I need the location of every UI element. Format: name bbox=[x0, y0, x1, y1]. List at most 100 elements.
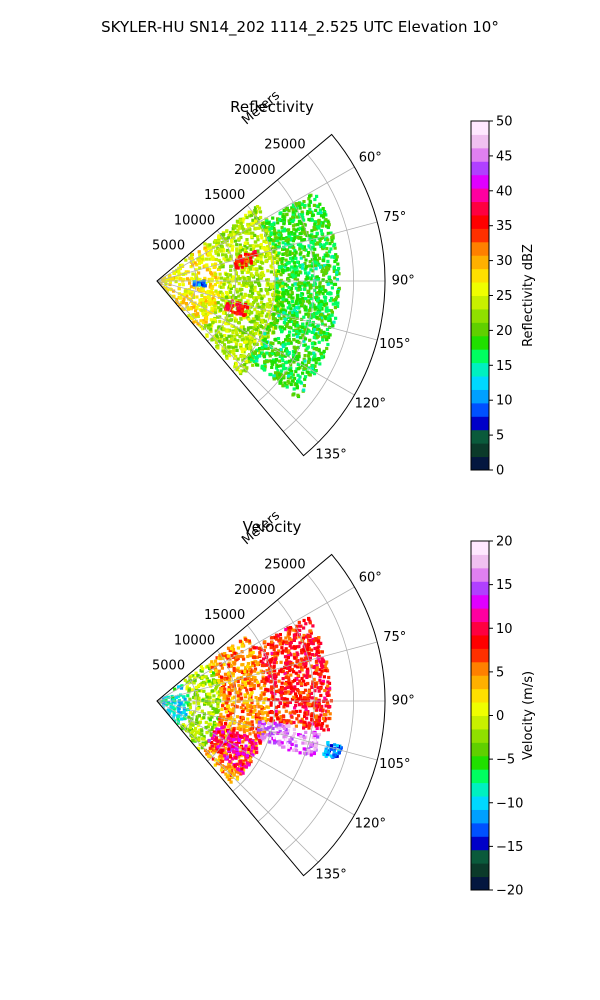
colorbar-segment bbox=[471, 241, 489, 256]
colorbar-tick-label: −10 bbox=[496, 796, 523, 811]
colorbar-tick-label: 50 bbox=[496, 115, 513, 130]
colorbar: −20 −15 −10 −5 0 5 10 15 20 Velocity (m/s) bbox=[470, 535, 536, 899]
range-ring bbox=[207, 230, 236, 342]
colorbar-segment bbox=[471, 268, 489, 283]
field-region bbox=[157, 242, 223, 329]
theta-tick-label: 105° bbox=[379, 757, 410, 772]
colorbar-segment bbox=[471, 228, 489, 243]
colorbar-tick-label: 15 bbox=[496, 578, 513, 593]
radial-tick-label: 20000 bbox=[234, 163, 275, 178]
colorbar-segment bbox=[471, 634, 489, 649]
colorbar-segment bbox=[471, 161, 489, 176]
radar-field bbox=[157, 193, 341, 399]
colorbar-segment bbox=[471, 416, 489, 431]
colorbar-segment bbox=[471, 541, 489, 555]
colorbar-tick-label: 35 bbox=[496, 219, 513, 234]
radial-tick-label: 15000 bbox=[204, 188, 245, 203]
field-region bbox=[203, 636, 271, 784]
field-region bbox=[207, 725, 263, 775]
azimuth-spoke bbox=[156, 221, 378, 282]
radial-tick-label: 20000 bbox=[234, 583, 275, 598]
colorbar-segment bbox=[471, 648, 489, 663]
azimuth-spoke bbox=[156, 280, 378, 341]
field-region bbox=[256, 719, 321, 757]
radial-tick-label: 5000 bbox=[152, 239, 185, 254]
range-ring bbox=[283, 154, 354, 432]
colorbar-segment bbox=[471, 715, 489, 730]
azimuth-spoke bbox=[156, 280, 319, 443]
colorbar-tick-label: 20 bbox=[496, 535, 513, 550]
range-ring bbox=[257, 179, 315, 402]
field-region bbox=[252, 616, 333, 732]
colorbar-segment bbox=[471, 554, 489, 569]
field-region bbox=[247, 193, 341, 399]
colorbar-segment bbox=[471, 863, 489, 878]
colorbar-segment bbox=[471, 742, 489, 757]
colorbar-segment bbox=[471, 201, 489, 216]
colorbar-segment bbox=[471, 688, 489, 703]
colorbar-segment bbox=[471, 376, 489, 390]
colorbar-segment bbox=[471, 335, 489, 350]
theta-tick-label: 60° bbox=[359, 150, 382, 165]
range-ring bbox=[232, 624, 276, 792]
radial-tick-label: 10000 bbox=[174, 214, 215, 229]
colorbar-tick-label: 25 bbox=[496, 289, 513, 304]
colorbar-segment bbox=[471, 796, 489, 810]
colorbar-tick-label: 0 bbox=[496, 709, 504, 724]
colorbar-tick-label: 20 bbox=[496, 324, 513, 339]
range-ring bbox=[207, 650, 236, 762]
colorbar-segment bbox=[471, 402, 489, 417]
theta-tick-label: 90° bbox=[392, 274, 415, 289]
colorbar-tick-label: −20 bbox=[496, 884, 523, 899]
colorbar-segment bbox=[471, 188, 489, 203]
colorbar-segment bbox=[471, 608, 489, 623]
colorbar-tick-label: −5 bbox=[496, 753, 515, 768]
azimuth-spoke bbox=[156, 280, 355, 396]
azimuth-spoke bbox=[156, 700, 319, 863]
colorbar-label: Reflectivity dBZ bbox=[521, 244, 536, 347]
colorbar-segment bbox=[471, 349, 489, 364]
azimuth-spoke bbox=[156, 166, 355, 282]
sector-frame bbox=[156, 133, 386, 457]
azimuth-spoke bbox=[156, 641, 378, 702]
colorbar-segment bbox=[471, 822, 489, 837]
colorbar-segment bbox=[471, 755, 489, 770]
sector-frame bbox=[156, 553, 386, 877]
colorbar-tick-label: 15 bbox=[496, 359, 513, 374]
azimuth-spoke bbox=[156, 586, 355, 702]
colorbar-tick-label: 30 bbox=[496, 254, 513, 269]
colorbar-segment bbox=[471, 174, 489, 189]
colorbar-segment bbox=[471, 661, 489, 676]
colorbar-segment bbox=[471, 362, 489, 377]
colorbar-segment bbox=[471, 429, 489, 444]
colorbar-segment bbox=[471, 782, 489, 797]
colorbar-segment bbox=[471, 594, 489, 609]
theta-tick-label: 135° bbox=[315, 448, 346, 463]
colorbar: 0 5 10 15 20 25 30 35 40 45 50 Reflectivity dBZ bbox=[470, 115, 536, 479]
colorbar-segment bbox=[471, 308, 489, 323]
colorbar-segment bbox=[471, 769, 489, 784]
theta-tick-label: 120° bbox=[355, 397, 386, 412]
colorbar-segment bbox=[471, 443, 489, 458]
colorbar-tick-label: 45 bbox=[496, 149, 513, 164]
colorbar-segment bbox=[471, 322, 489, 337]
velocity-panel: 60° 75° 90° 105° 120° 135° 5000 10000 15000 20000… bbox=[152, 508, 536, 899]
colorbar-tick-label: 10 bbox=[496, 394, 513, 409]
radial-tick-label: 25000 bbox=[264, 138, 305, 153]
panel-title: Velocity bbox=[243, 518, 302, 536]
colorbar-segment bbox=[471, 147, 489, 162]
field-region bbox=[322, 741, 343, 759]
azimuth-spoke bbox=[156, 700, 355, 816]
colorbar-tick-label: 0 bbox=[496, 464, 504, 479]
colorbar-segment bbox=[471, 836, 489, 851]
colorbar-segment bbox=[471, 567, 489, 582]
theta-tick-label: 120° bbox=[355, 817, 386, 832]
radial-tick-label: 10000 bbox=[174, 634, 215, 649]
range-ring bbox=[257, 599, 315, 822]
colorbar-segment bbox=[471, 621, 489, 636]
colorbar-segment bbox=[471, 849, 489, 864]
theta-tick-label: 135° bbox=[315, 868, 346, 883]
theta-tick-label: 90° bbox=[392, 694, 415, 709]
radial-tick-label: 5000 bbox=[152, 659, 185, 674]
